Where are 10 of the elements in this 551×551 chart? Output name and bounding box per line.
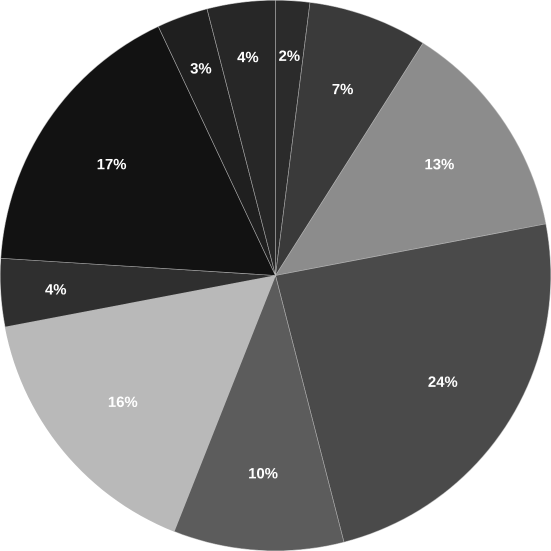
data-label: 17% [98, 158, 126, 170]
data-label: 24% [428, 376, 458, 387]
data-label: 4% [237, 52, 258, 62]
data-label: 2% [279, 50, 300, 61]
data-label: 7% [332, 84, 353, 94]
data-label: 16% [108, 396, 138, 408]
data-label: 4% [45, 284, 66, 295]
data-label: 3% [190, 63, 212, 74]
data-label: 13% [425, 158, 454, 170]
data-label: 10% [249, 468, 278, 479]
